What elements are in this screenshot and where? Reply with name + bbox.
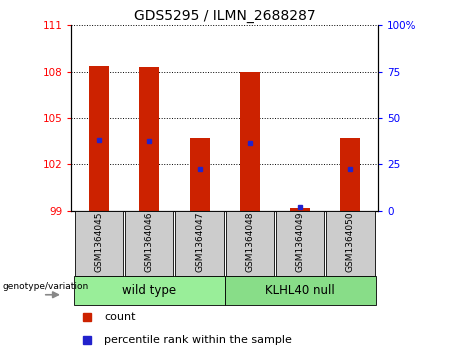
Bar [226,211,274,276]
Bar [75,211,123,276]
Text: GSM1364048: GSM1364048 [245,212,254,272]
Text: percentile rank within the sample: percentile rank within the sample [105,335,292,345]
Bar [89,65,109,211]
Text: count: count [105,312,136,322]
Bar [74,276,225,305]
Bar [240,72,260,211]
Bar [189,138,210,211]
Text: GSM1364047: GSM1364047 [195,212,204,272]
Text: GSM1364046: GSM1364046 [145,212,154,272]
Bar [225,276,376,305]
Bar [125,211,173,276]
Text: GSM1364050: GSM1364050 [346,212,355,272]
Title: GDS5295 / ILMN_2688287: GDS5295 / ILMN_2688287 [134,9,315,23]
Bar [340,138,361,211]
Text: genotype/variation: genotype/variation [3,282,89,290]
Bar [276,211,324,276]
Text: GSM1364045: GSM1364045 [95,212,104,272]
Bar [176,211,224,276]
Bar [326,211,374,276]
Text: KLHL40 null: KLHL40 null [265,284,335,297]
Text: wild type: wild type [122,284,177,297]
Bar [290,208,310,211]
Text: GSM1364049: GSM1364049 [296,212,305,272]
Bar [139,67,160,211]
